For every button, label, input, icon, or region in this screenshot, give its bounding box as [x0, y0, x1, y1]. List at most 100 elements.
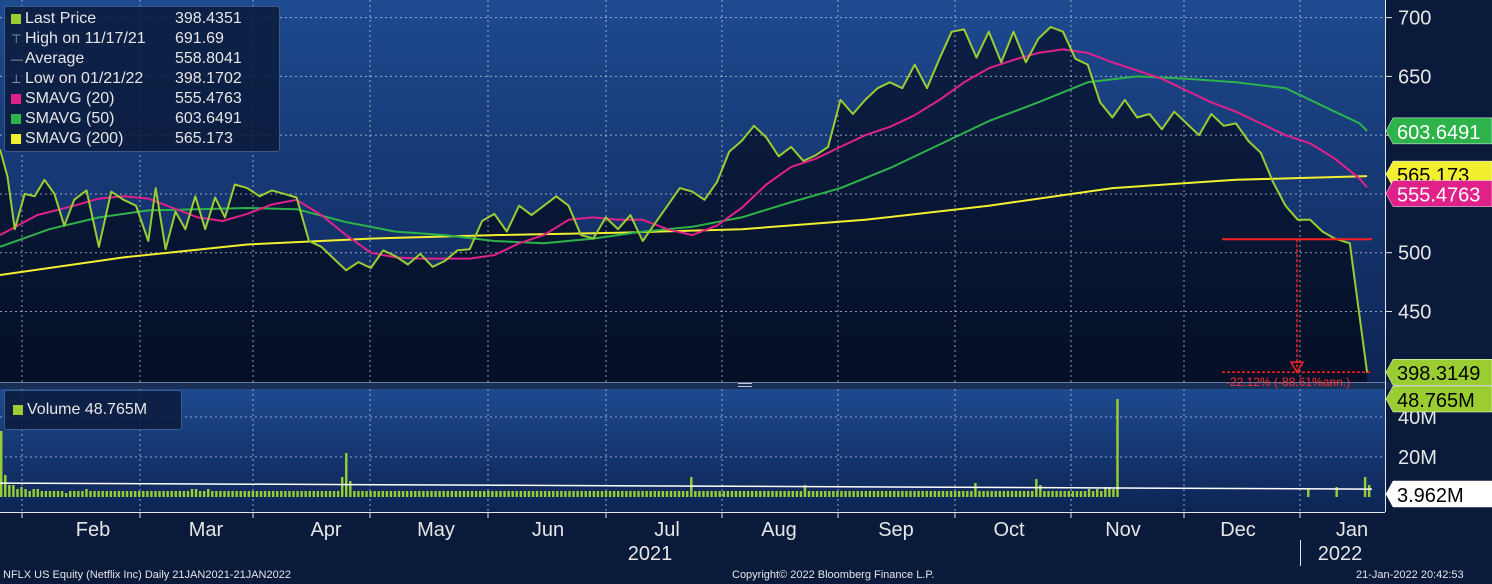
volume-bar [621, 491, 624, 497]
volume-bar [641, 491, 644, 497]
volume-bar [288, 491, 291, 497]
volume-bar [401, 491, 405, 497]
volume-bar [990, 491, 993, 497]
volume-bar [32, 489, 35, 497]
volume-bar [686, 491, 689, 497]
volume-bar [515, 491, 518, 497]
tag-volume-last: 48.765M [1385, 385, 1492, 413]
volume-bar [592, 491, 596, 497]
volume-bar [982, 491, 985, 497]
volume-bar [198, 491, 202, 497]
volume-bar [48, 491, 52, 497]
high-marker-icon: ⊤ [11, 32, 22, 46]
volume-bar [142, 491, 145, 497]
volume-bar [150, 491, 153, 497]
volume-bar [219, 491, 222, 497]
price-area [0, 27, 1368, 382]
volume-bar [970, 491, 973, 497]
volume-bar [828, 491, 831, 497]
volume-bar [645, 491, 648, 497]
volume-bar [377, 491, 380, 497]
volume-bar [466, 491, 470, 497]
volume-bar [531, 491, 535, 497]
volume-bar [957, 491, 961, 497]
panel-divider[interactable] [0, 382, 1492, 389]
x-tick-label: Nov [1105, 519, 1141, 541]
legend-low: ⊥ Low on 01/21/22 398.1702 [11, 70, 242, 87]
volume-bar [361, 491, 364, 497]
volume-bar [726, 491, 730, 497]
volume-bar [414, 491, 417, 497]
y-tick-label: 650 [1398, 66, 1431, 88]
volume-bar [320, 491, 324, 497]
chart-canvas: -22.12% (-88.61%ann.) 450500550600650700… [0, 0, 1492, 566]
volume-bar [1047, 491, 1050, 497]
price-tag-text: 555.4763 [1397, 185, 1480, 207]
volume-bar [844, 491, 847, 497]
volume-bar [1083, 491, 1087, 497]
volume-bar [495, 491, 498, 497]
low-marker-icon: ⊥ [11, 72, 22, 86]
volume-bar [125, 491, 129, 497]
volume-bar [1006, 491, 1010, 497]
volume-bar [625, 491, 628, 497]
volume-bar [52, 491, 56, 497]
volume-bar [251, 491, 255, 497]
volume-bar [576, 491, 579, 497]
legend-sma200: SMAVG (200) 565.173 [5, 129, 279, 149]
x-year-label: 2022 [1318, 543, 1363, 565]
volume-bar [324, 491, 328, 497]
volume-bar [657, 491, 661, 497]
volume-bar [807, 491, 811, 497]
volume-bar [239, 491, 242, 497]
volume-bar [353, 491, 356, 497]
volume-bar [381, 491, 384, 497]
volume-bar [1039, 485, 1042, 497]
price-tag-box [1385, 180, 1492, 207]
volume-bar [1116, 399, 1119, 497]
volume-bar [884, 491, 888, 497]
volume-bar [994, 491, 997, 497]
volume-bar [750, 491, 754, 497]
volume-bar [588, 491, 592, 497]
volume-bar [357, 491, 360, 497]
volume-bar [101, 491, 104, 497]
volume-bar [259, 491, 263, 497]
series-sma200 [0, 175, 1368, 276]
volume-bar [677, 491, 681, 497]
volume-bar [1075, 491, 1079, 497]
volume-bar [483, 491, 486, 497]
volume-bar [507, 491, 510, 497]
volume-bar [953, 491, 957, 497]
volume-bar [511, 491, 514, 497]
volume-bar [998, 491, 1001, 497]
volume-bar [56, 491, 60, 497]
volume-bar [194, 489, 198, 497]
volume-bar [824, 491, 827, 497]
footer-copyright: Copyright© 2022 Bloomberg Finance L.P. [732, 569, 935, 581]
volume-bar [897, 491, 900, 497]
volume-bar [129, 491, 133, 497]
volume-bar [4, 475, 7, 497]
volume-bar [336, 491, 340, 497]
price-tags: 603.6491565.173555.4763398.314948.765M3.… [1385, 117, 1492, 508]
volume-bar [755, 491, 758, 497]
volume-bar [247, 491, 251, 497]
volume-bar [1031, 491, 1034, 497]
volume-bar [698, 491, 701, 497]
volume-bar [1071, 491, 1075, 497]
volume-bar [1363, 477, 1367, 497]
volume-legend-label: Volume 48.765M [27, 401, 148, 418]
volume-bar [243, 491, 246, 497]
volume-bar [418, 491, 421, 497]
volume-bar [694, 491, 697, 497]
volume-bar [921, 491, 924, 497]
volume-bar [308, 491, 311, 497]
volume-bar [202, 491, 206, 497]
volume-bar [44, 491, 48, 497]
volume-bar [255, 491, 259, 497]
volume-bar [430, 491, 433, 497]
volume-bar [284, 491, 287, 497]
volume-bar [133, 491, 137, 497]
price-area-fill [0, 27, 1368, 382]
